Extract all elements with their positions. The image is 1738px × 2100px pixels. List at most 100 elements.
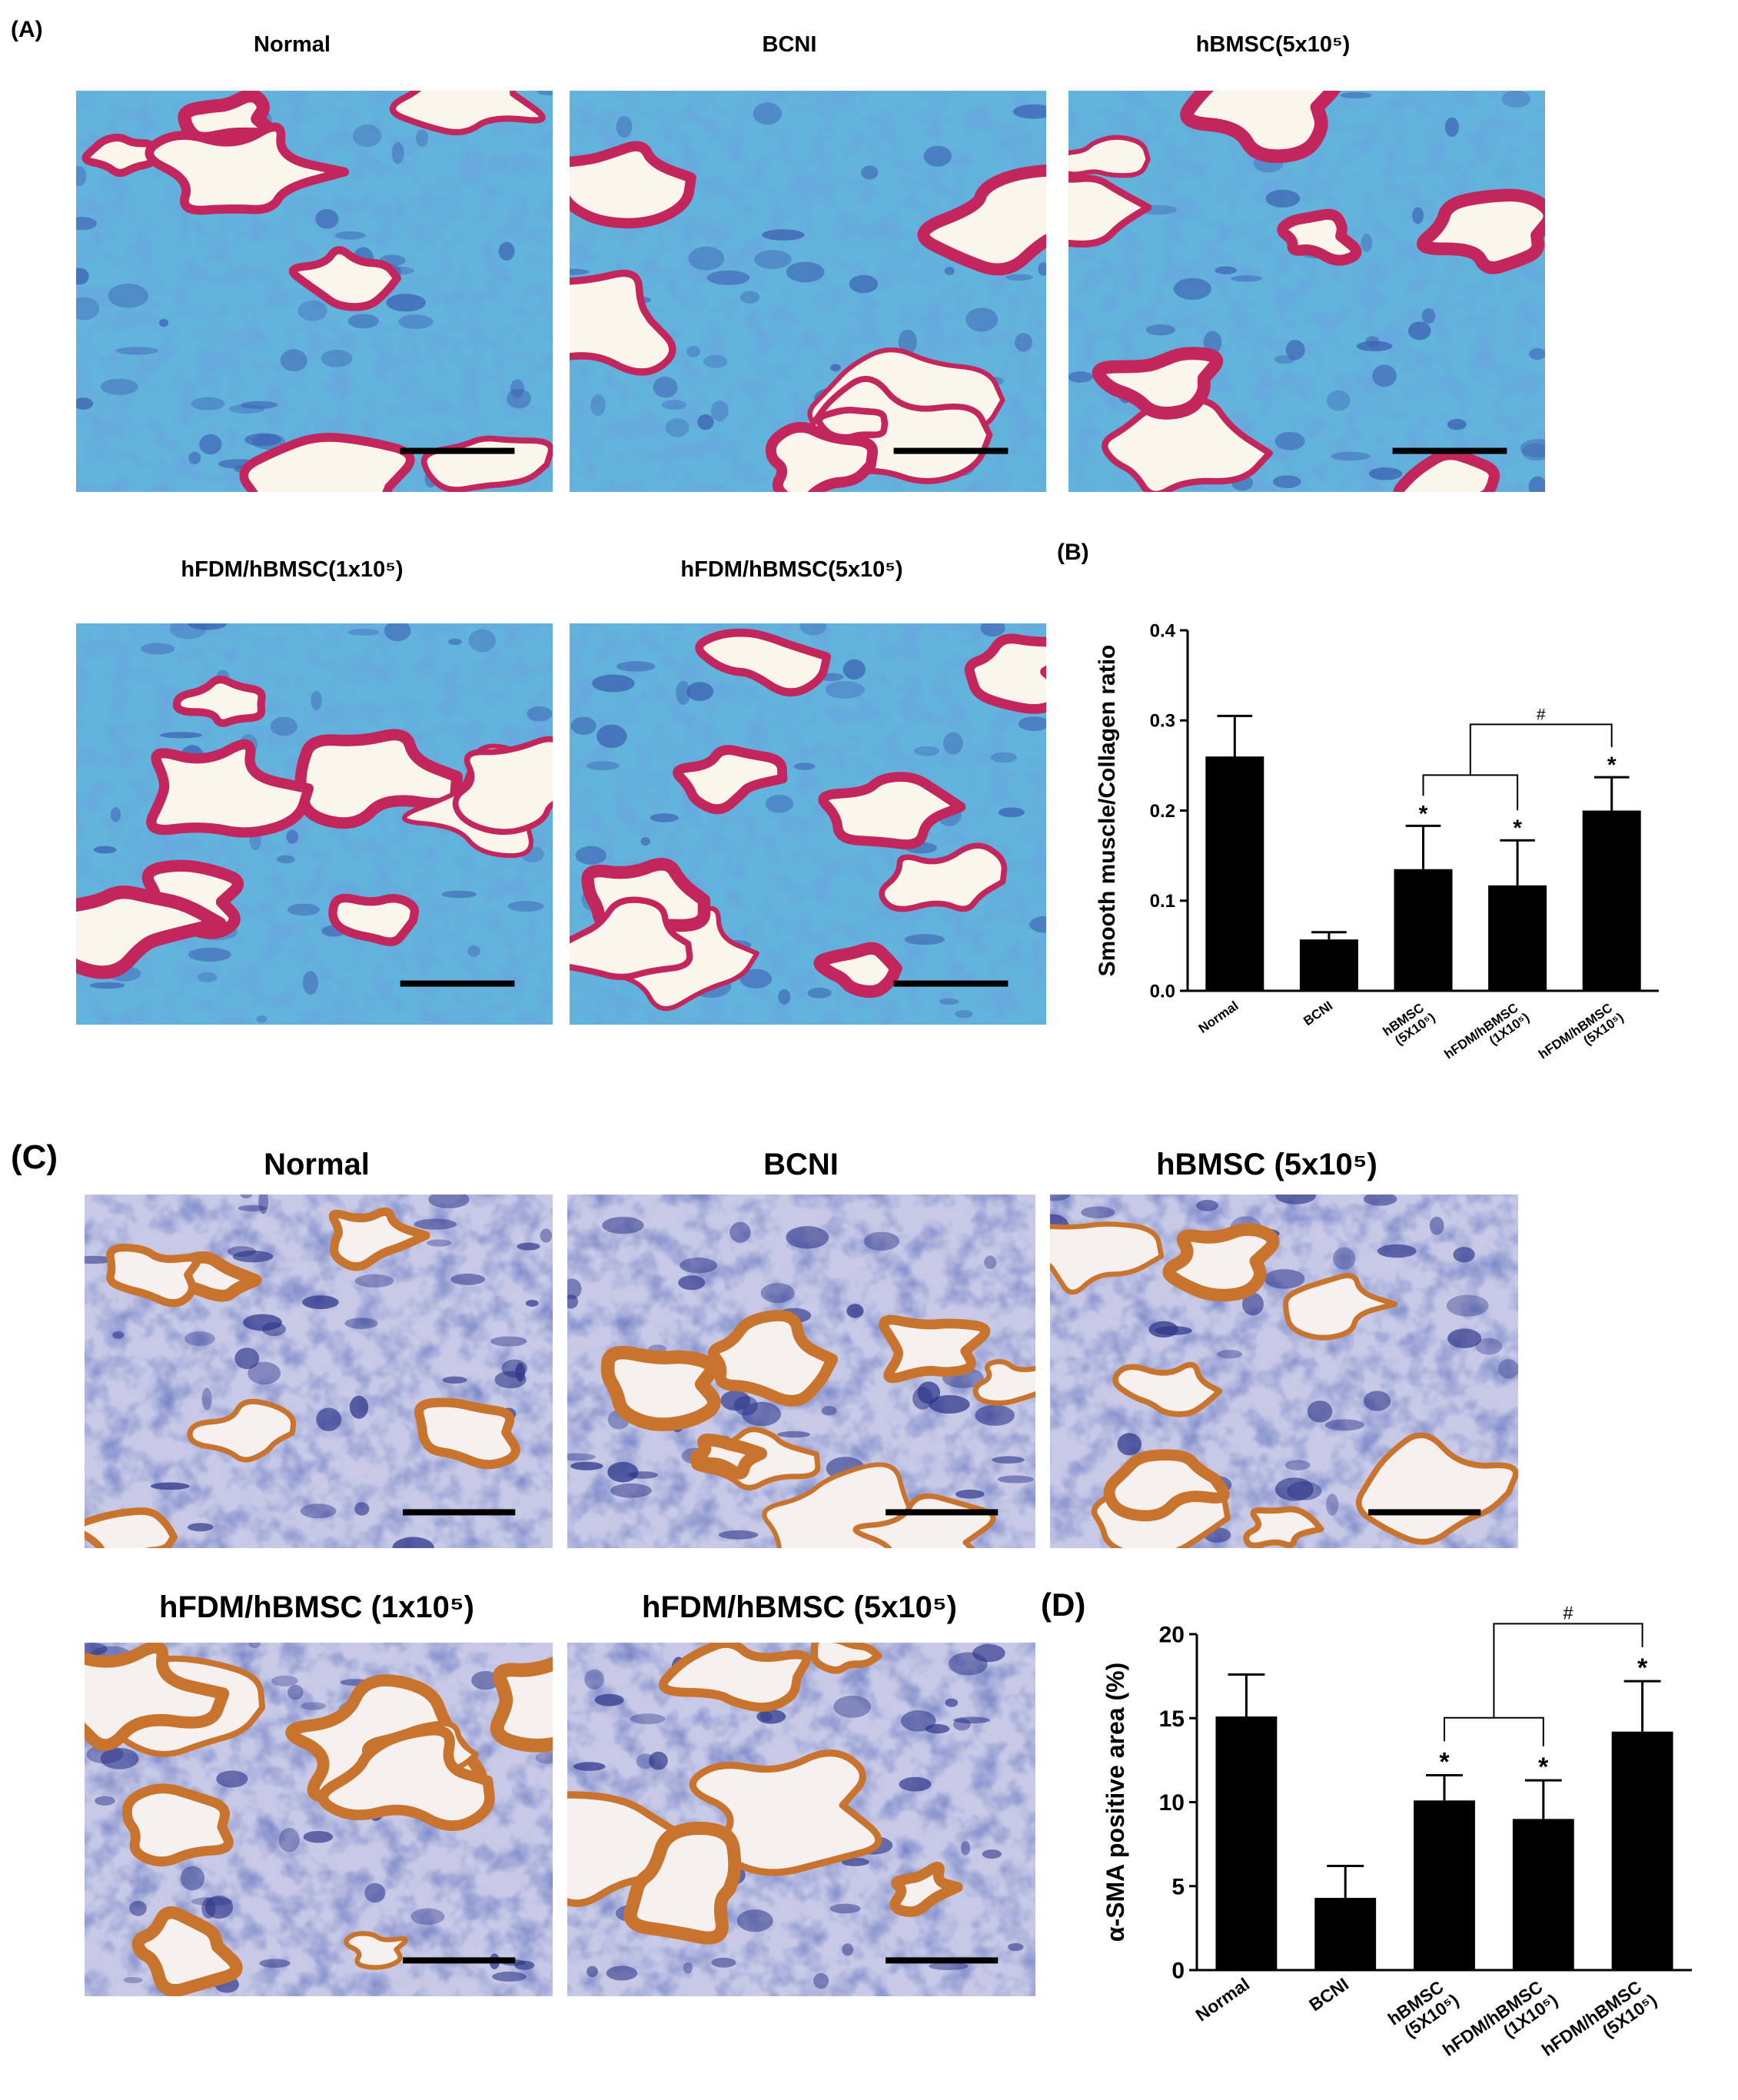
nucleus-cluster xyxy=(913,746,940,756)
nucleus-cluster xyxy=(943,732,963,755)
nucleus-cluster xyxy=(1285,340,1305,361)
vessel xyxy=(818,772,966,849)
vessel xyxy=(600,1345,721,1431)
vessel xyxy=(1180,91,1341,164)
nucleus-cluster xyxy=(627,1471,659,1479)
nucleus-cluster xyxy=(525,1299,539,1307)
nucleus-cluster xyxy=(616,115,633,138)
nucleus-cluster xyxy=(602,1216,644,1234)
nucleus-cluster xyxy=(535,1751,553,1764)
tissue xyxy=(85,1195,553,1548)
nucleus-cluster xyxy=(1005,274,1034,281)
nucleus-cluster xyxy=(706,270,750,285)
significance-mark: * xyxy=(1513,816,1522,841)
nucleus-cluster xyxy=(1356,341,1393,352)
nucleus-cluster xyxy=(110,806,121,822)
image-caption: hFDM/hBMSC (5x10⁵) xyxy=(642,1590,957,1624)
nucleus-cluster xyxy=(960,1841,971,1856)
nucleus-cluster xyxy=(150,1482,190,1490)
nucleus-cluster xyxy=(517,1242,540,1251)
nucleus-cluster xyxy=(302,971,318,995)
nucleus-cluster xyxy=(1361,233,1373,252)
x-tick-label: BCNI xyxy=(1301,998,1335,1028)
nucleus-cluster xyxy=(944,267,955,275)
nucleus-cluster xyxy=(710,400,729,422)
nucleus-cluster xyxy=(442,1376,467,1384)
nucleus-cluster xyxy=(1275,1195,1317,1205)
vessel xyxy=(852,1493,996,1548)
bar xyxy=(1394,869,1453,991)
scale-bar xyxy=(886,1509,999,1516)
y-tick-label: 0.2 xyxy=(1150,801,1175,822)
bar xyxy=(1314,1898,1377,1970)
nucleus-cluster xyxy=(616,661,656,672)
nucleus-cluster xyxy=(414,1218,457,1230)
vessel xyxy=(122,1783,234,1867)
nucleus-cluster xyxy=(992,1456,1025,1464)
nucleus-cluster xyxy=(980,623,1005,637)
tissue xyxy=(1068,91,1545,492)
tissue xyxy=(76,623,553,1025)
tissue-texture xyxy=(85,1195,553,1548)
tissue xyxy=(570,91,1046,492)
nucleus-cluster xyxy=(1284,1460,1311,1470)
vessel xyxy=(328,1207,430,1271)
nucleus-cluster xyxy=(1050,1195,1071,1201)
nucleus-cluster xyxy=(188,1523,214,1532)
vessel xyxy=(690,1433,767,1480)
vessel xyxy=(1243,1506,1324,1548)
nucleus-cluster xyxy=(353,124,382,148)
bar xyxy=(1299,939,1358,991)
nucleus-cluster xyxy=(240,400,278,410)
nucleus-cluster xyxy=(592,674,635,693)
vessel xyxy=(288,246,402,311)
nucleus-cluster xyxy=(490,1336,527,1347)
vessel xyxy=(1277,208,1362,266)
vessel xyxy=(879,842,1008,912)
nucleus-cluster xyxy=(303,1830,334,1843)
tissue xyxy=(567,1195,1035,1548)
nucleus-cluster xyxy=(201,1898,216,1919)
nucleus-cluster xyxy=(841,1857,869,1866)
nucleus-cluster xyxy=(510,379,525,398)
nucleus-cluster xyxy=(653,377,678,398)
scale-bar xyxy=(893,980,1009,987)
nucleus-cluster xyxy=(398,314,434,330)
nucleus-cluster xyxy=(984,1255,997,1270)
nucleus-cluster xyxy=(256,1015,268,1023)
significance-mark: * xyxy=(1439,1748,1450,1777)
tissue xyxy=(85,1643,553,1996)
vessel xyxy=(85,1507,178,1548)
nucleus-cluster xyxy=(825,681,865,699)
nucleus-cluster xyxy=(1068,371,1093,383)
image-caption: Normal xyxy=(254,32,331,57)
vessel xyxy=(623,1822,742,1945)
nucleus-cluster xyxy=(683,1962,693,1974)
nucleus-cluster xyxy=(649,1751,668,1770)
nucleus-cluster xyxy=(1307,1401,1333,1423)
nucleus-cluster xyxy=(861,165,879,180)
nucleus-cluster xyxy=(1332,1247,1356,1270)
vessel xyxy=(1283,1273,1398,1341)
nucleus-cluster xyxy=(227,1246,257,1258)
x-tick-label: Normal xyxy=(1191,1974,1253,2025)
nucleus-cluster xyxy=(95,1796,115,1806)
y-tick-label: 0.1 xyxy=(1150,891,1175,912)
nucleus-cluster xyxy=(199,434,222,455)
nucleus-cluster xyxy=(188,623,227,630)
bracket xyxy=(1422,774,1519,811)
nucleus-cluster xyxy=(1363,1195,1397,1206)
nucleus-cluster xyxy=(760,1283,795,1304)
nucleus-cluster xyxy=(300,1504,337,1519)
nucleus-cluster xyxy=(786,1226,829,1249)
nucleus-cluster xyxy=(507,901,544,912)
nucleus-cluster xyxy=(762,229,805,241)
y-tick-label: 5 xyxy=(1171,1874,1185,1899)
nucleus-cluster xyxy=(630,1713,666,1725)
vessel xyxy=(673,745,788,815)
nucleus-cluster xyxy=(686,345,700,357)
nucleus-cluster xyxy=(586,761,620,771)
nucleus-cluster xyxy=(427,1239,452,1247)
nucleus-cluster xyxy=(1117,1433,1142,1456)
nucleus-cluster xyxy=(1018,716,1046,732)
